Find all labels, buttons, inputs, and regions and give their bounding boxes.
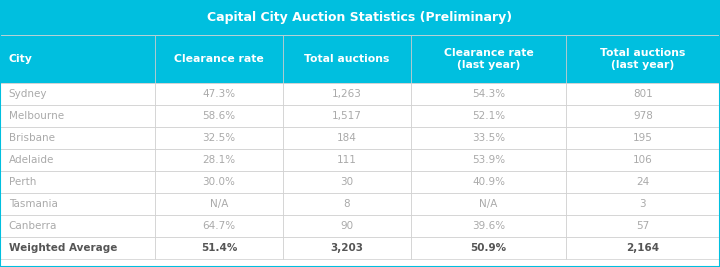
- Text: 90: 90: [341, 221, 354, 231]
- Text: 54.3%: 54.3%: [472, 89, 505, 99]
- Text: Tasmania: Tasmania: [9, 199, 58, 209]
- FancyBboxPatch shape: [566, 237, 720, 259]
- FancyBboxPatch shape: [0, 149, 155, 171]
- Text: 3,203: 3,203: [330, 243, 364, 253]
- FancyBboxPatch shape: [566, 215, 720, 237]
- Text: 111: 111: [337, 155, 357, 165]
- FancyBboxPatch shape: [283, 35, 411, 83]
- FancyBboxPatch shape: [0, 0, 720, 35]
- FancyBboxPatch shape: [0, 215, 155, 237]
- Text: 3: 3: [639, 199, 647, 209]
- FancyBboxPatch shape: [411, 171, 566, 193]
- Text: Sydney: Sydney: [9, 89, 47, 99]
- Text: 30: 30: [341, 177, 354, 187]
- Text: 40.9%: 40.9%: [472, 177, 505, 187]
- FancyBboxPatch shape: [0, 171, 155, 193]
- FancyBboxPatch shape: [0, 127, 155, 149]
- Text: 57: 57: [636, 221, 649, 231]
- Text: Total auctions
(last year): Total auctions (last year): [600, 48, 685, 70]
- Text: 53.9%: 53.9%: [472, 155, 505, 165]
- Text: City: City: [9, 54, 32, 64]
- Text: 1,263: 1,263: [332, 89, 362, 99]
- Text: 52.1%: 52.1%: [472, 111, 505, 121]
- FancyBboxPatch shape: [155, 237, 283, 259]
- FancyBboxPatch shape: [283, 105, 411, 127]
- Text: Adelaide: Adelaide: [9, 155, 54, 165]
- Text: Weighted Average: Weighted Average: [9, 243, 117, 253]
- Text: 184: 184: [337, 133, 357, 143]
- Text: 39.6%: 39.6%: [472, 221, 505, 231]
- FancyBboxPatch shape: [411, 83, 566, 105]
- FancyBboxPatch shape: [0, 35, 155, 83]
- FancyBboxPatch shape: [155, 215, 283, 237]
- Text: 195: 195: [633, 133, 653, 143]
- FancyBboxPatch shape: [411, 193, 566, 215]
- FancyBboxPatch shape: [283, 149, 411, 171]
- Text: 51.4%: 51.4%: [201, 243, 237, 253]
- FancyBboxPatch shape: [411, 215, 566, 237]
- Text: 64.7%: 64.7%: [202, 221, 235, 231]
- Text: 47.3%: 47.3%: [202, 89, 235, 99]
- Text: Clearance rate
(last year): Clearance rate (last year): [444, 48, 534, 70]
- Text: 24: 24: [636, 177, 649, 187]
- Text: N/A: N/A: [480, 199, 498, 209]
- Text: 50.9%: 50.9%: [470, 243, 507, 253]
- FancyBboxPatch shape: [155, 149, 283, 171]
- FancyBboxPatch shape: [155, 171, 283, 193]
- FancyBboxPatch shape: [566, 35, 720, 83]
- Text: 801: 801: [633, 89, 653, 99]
- FancyBboxPatch shape: [0, 193, 155, 215]
- Text: Canberra: Canberra: [9, 221, 57, 231]
- FancyBboxPatch shape: [155, 35, 283, 83]
- Text: Total auctions: Total auctions: [305, 54, 390, 64]
- FancyBboxPatch shape: [155, 83, 283, 105]
- FancyBboxPatch shape: [0, 83, 155, 105]
- Text: 106: 106: [633, 155, 653, 165]
- FancyBboxPatch shape: [411, 149, 566, 171]
- Text: 1,517: 1,517: [332, 111, 362, 121]
- FancyBboxPatch shape: [155, 127, 283, 149]
- FancyBboxPatch shape: [411, 105, 566, 127]
- Text: Brisbane: Brisbane: [9, 133, 55, 143]
- FancyBboxPatch shape: [0, 237, 155, 259]
- FancyBboxPatch shape: [411, 237, 566, 259]
- FancyBboxPatch shape: [566, 149, 720, 171]
- Text: 58.6%: 58.6%: [202, 111, 235, 121]
- FancyBboxPatch shape: [566, 83, 720, 105]
- FancyBboxPatch shape: [283, 215, 411, 237]
- Text: 978: 978: [633, 111, 653, 121]
- Text: 33.5%: 33.5%: [472, 133, 505, 143]
- FancyBboxPatch shape: [411, 127, 566, 149]
- Text: 2,164: 2,164: [626, 243, 660, 253]
- FancyBboxPatch shape: [283, 237, 411, 259]
- Text: 28.1%: 28.1%: [202, 155, 235, 165]
- FancyBboxPatch shape: [411, 35, 566, 83]
- FancyBboxPatch shape: [566, 127, 720, 149]
- Text: Capital City Auction Statistics (Preliminary): Capital City Auction Statistics (Prelimi…: [207, 11, 513, 24]
- FancyBboxPatch shape: [155, 105, 283, 127]
- FancyBboxPatch shape: [283, 127, 411, 149]
- FancyBboxPatch shape: [566, 193, 720, 215]
- Text: 32.5%: 32.5%: [202, 133, 235, 143]
- FancyBboxPatch shape: [283, 83, 411, 105]
- Text: Clearance rate: Clearance rate: [174, 54, 264, 64]
- FancyBboxPatch shape: [283, 171, 411, 193]
- Text: 8: 8: [343, 199, 351, 209]
- FancyBboxPatch shape: [566, 171, 720, 193]
- FancyBboxPatch shape: [283, 193, 411, 215]
- FancyBboxPatch shape: [566, 105, 720, 127]
- Text: 30.0%: 30.0%: [202, 177, 235, 187]
- FancyBboxPatch shape: [0, 105, 155, 127]
- FancyBboxPatch shape: [155, 193, 283, 215]
- Text: Perth: Perth: [9, 177, 36, 187]
- Text: N/A: N/A: [210, 199, 228, 209]
- Text: Melbourne: Melbourne: [9, 111, 64, 121]
